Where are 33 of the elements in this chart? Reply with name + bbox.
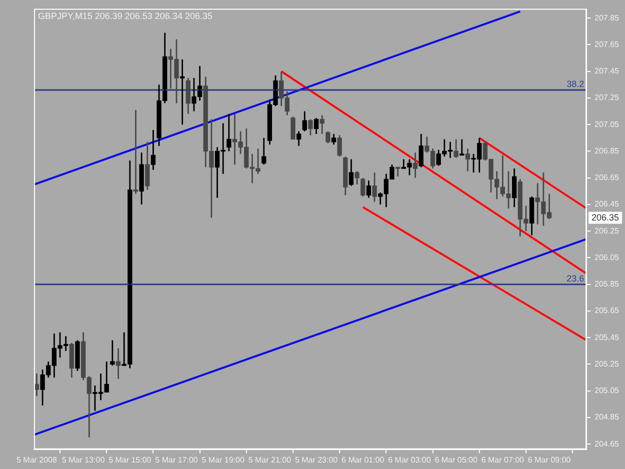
y-tick-label: 206.05	[594, 252, 620, 262]
chart-title: GBPJPY,M15 206.39 206.53 206.34 206.35	[38, 10, 212, 21]
x-tick-label: 5 Mar 17:00	[155, 455, 198, 464]
x-tick-label: 6 Mar 05:00	[434, 455, 478, 464]
x-tick-label: 5 Mar 21:00	[248, 455, 292, 464]
y-tick-label: 206.45	[594, 200, 620, 209]
x-tick-label: 5 Mar 2008	[16, 455, 58, 464]
y-tick-label: 205.05	[594, 386, 620, 396]
y-tick-label: 204.85	[594, 412, 620, 422]
y-tick-label: 206.65	[594, 173, 620, 182]
y-tick-label: 207.25	[594, 93, 620, 102]
x-tick-label: 6 Mar 01:00	[342, 455, 385, 464]
y-tick-label: 206.25	[594, 226, 620, 236]
x-tick-label: 5 Mar 13:00	[62, 455, 106, 464]
x-tick-label: 6 Mar 09:00	[528, 455, 572, 464]
y-tick-label: 205.85	[594, 280, 620, 289]
y-tick-label: 207.85	[594, 13, 620, 22]
annotation: 23.6	[566, 273, 584, 284]
y-tick-label: 205.25	[594, 359, 620, 368]
y-tick-label: 205.45	[594, 332, 620, 342]
x-tick-label: 5 Mar 23:00	[294, 455, 338, 464]
x-tick-label: 5 Mar 15:00	[108, 455, 152, 464]
annotation: 206.35	[592, 212, 620, 222]
y-tick-label: 205.65	[594, 306, 620, 316]
y-tick-label: 207.65	[594, 40, 620, 49]
y-tick-label: 206.85	[594, 146, 620, 156]
x-tick-label: 6 Mar 07:00	[481, 455, 525, 464]
x-tick-label: 5 Mar 19:00	[202, 455, 245, 464]
x-tick-label: 6 Mar 03:00	[388, 455, 432, 464]
y-tick-label: 204.65	[594, 439, 620, 448]
annotation: 38.2	[566, 78, 584, 89]
y-tick-label: 207.45	[594, 66, 620, 76]
y-tick-label: 207.05	[594, 120, 620, 129]
